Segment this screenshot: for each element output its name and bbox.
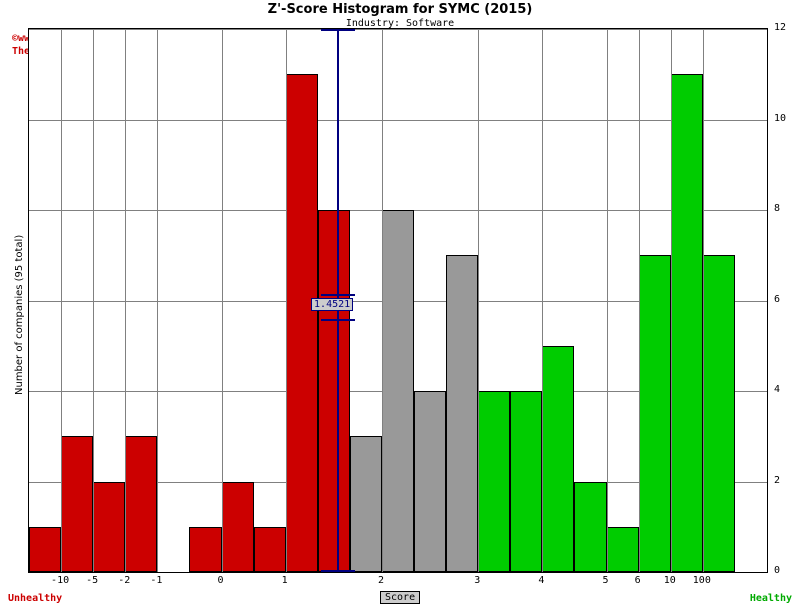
histogram-bar xyxy=(349,436,382,572)
x-tick-label: 3 xyxy=(474,575,481,586)
score-marker-cap xyxy=(321,570,356,572)
histogram-bar xyxy=(670,74,703,572)
y-tick-label: 4 xyxy=(774,384,781,395)
histogram-bar xyxy=(702,255,735,572)
gridline-vertical xyxy=(381,29,383,572)
x-tick-label: 5 xyxy=(602,575,609,586)
histogram-bar xyxy=(446,255,479,572)
x-axis-title: Score xyxy=(380,591,421,604)
histogram-bar xyxy=(638,255,671,572)
x-tick-label: -2 xyxy=(118,575,131,586)
histogram-bar xyxy=(253,526,286,572)
x-tick-label: -1 xyxy=(150,575,163,586)
histogram-bar xyxy=(574,481,607,572)
gridline-horizontal xyxy=(29,29,767,30)
x-tick-label: 2 xyxy=(377,575,384,586)
x-tick-label: -10 xyxy=(51,575,70,586)
gridline-vertical xyxy=(606,29,608,572)
chart-title: Z'-Score Histogram for SYMC (2015) xyxy=(267,2,533,17)
gridline-vertical xyxy=(221,29,223,572)
gridline-horizontal xyxy=(29,119,767,121)
gridline-vertical xyxy=(478,29,480,572)
histogram-bar xyxy=(478,391,511,572)
gridline-vertical xyxy=(93,29,95,572)
gridline-vertical xyxy=(125,29,127,572)
healthy-label: Healthy xyxy=(749,593,792,604)
y-tick-label: 0 xyxy=(774,565,781,576)
score-marker-value: 1.4521 xyxy=(311,298,354,311)
score-marker-cap xyxy=(321,319,356,321)
histogram-bar xyxy=(381,210,415,572)
y-tick-label: 12 xyxy=(774,22,787,33)
histogram-bar xyxy=(542,345,575,572)
x-tick-label: 0 xyxy=(217,575,224,586)
x-tick-label: 6 xyxy=(634,575,641,586)
y-tick-label: 10 xyxy=(774,112,787,124)
gridline-vertical xyxy=(670,29,672,572)
gridline-vertical xyxy=(285,29,287,572)
histogram-bar xyxy=(414,391,447,572)
histogram-bar xyxy=(93,481,126,572)
x-tick-label: -5 xyxy=(86,575,99,586)
histogram-bar xyxy=(510,391,543,572)
x-tick-label: 10 xyxy=(663,575,676,586)
y-tick-label: 2 xyxy=(774,474,781,486)
histogram-bar xyxy=(61,436,94,572)
histogram-bar xyxy=(606,526,639,572)
score-marker-cap xyxy=(321,294,356,296)
gridline-vertical xyxy=(702,29,704,572)
gridline-vertical xyxy=(542,29,544,572)
gridline-vertical xyxy=(61,29,63,572)
y-tick-label: 6 xyxy=(774,293,781,305)
gridline-vertical xyxy=(157,29,159,572)
unhealthy-label: Unhealthy xyxy=(8,593,63,604)
plot-area: 1.4521 xyxy=(28,28,768,573)
x-tick-label: 1 xyxy=(281,575,288,586)
score-marker-cap xyxy=(321,29,356,31)
histogram-bar xyxy=(317,210,350,572)
histogram-bar xyxy=(221,481,254,572)
chart-subtitle: Industry: Software xyxy=(345,18,455,29)
y-tick-label: 8 xyxy=(774,203,781,214)
histogram-bar xyxy=(29,526,62,572)
y-axis-title: Number of companies (95 total) xyxy=(14,234,25,395)
histogram-bar xyxy=(125,436,158,572)
gridline-vertical xyxy=(638,29,640,572)
histogram-bar xyxy=(285,74,318,572)
histogram-bar xyxy=(189,526,222,572)
x-tick-label: 4 xyxy=(538,575,545,586)
x-tick-label: 100 xyxy=(692,575,711,586)
